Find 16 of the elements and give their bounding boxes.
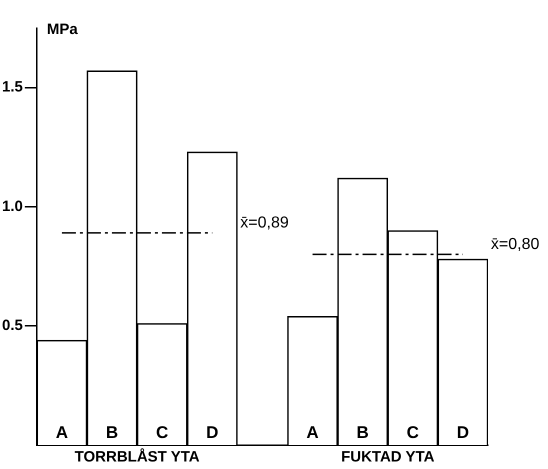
text: TORRBLÅST YTA (74, 448, 200, 466)
y-tick-label: 0.5 (2, 317, 23, 334)
series-label: x̄=0,89 (240, 214, 289, 232)
x-tick-label: A (56, 423, 68, 442)
x-tick-label: B (106, 423, 118, 442)
x-tick-label: C (406, 423, 419, 442)
y-tick-label: 1.5 (2, 78, 23, 96)
text: FUKTAD YTA (341, 448, 435, 466)
x-tick-label: B (356, 423, 369, 442)
x-tick-label: D (206, 423, 218, 442)
y-tick-label: 1.0 (2, 198, 23, 215)
series-label: x̄=0,80 (490, 236, 540, 253)
x-tick-label: C (156, 423, 168, 442)
x-tick-label: D (456, 423, 470, 442)
x-tick-label: A (306, 423, 319, 442)
y-axis-title: MPa (46, 21, 78, 38)
